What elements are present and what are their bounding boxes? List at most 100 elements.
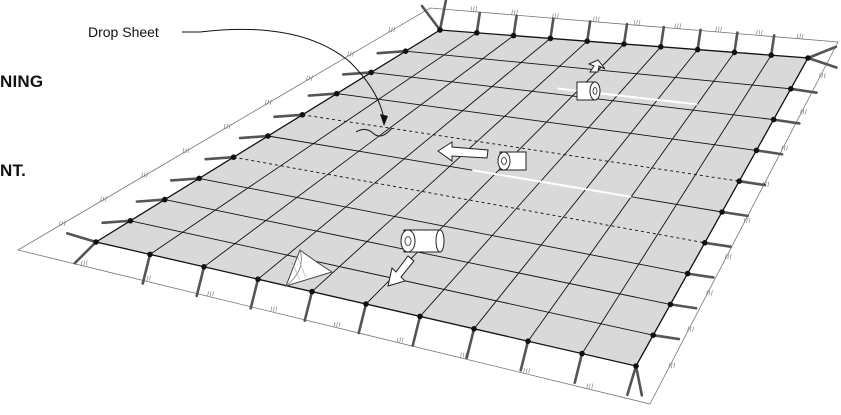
- grid-line: [257, 38, 551, 280]
- grass-tick: [805, 109, 807, 115]
- grass-tick: [589, 383, 591, 389]
- grass-tick: [401, 337, 404, 343]
- arrow-icon: [387, 255, 415, 287]
- grass-tick: [717, 26, 720, 32]
- strap-corner: [73, 240, 98, 265]
- strap-left: [376, 49, 407, 55]
- anchor-dot: [255, 276, 261, 283]
- anchor-dot: [736, 178, 742, 184]
- strap-left: [238, 134, 270, 140]
- anchor-dot: [684, 270, 691, 277]
- grass-tick: [333, 321, 336, 328]
- grass-tick: [102, 196, 105, 202]
- grass-tick: [511, 9, 513, 15]
- strap-corner: [806, 56, 838, 69]
- grass-tick: [677, 23, 679, 29]
- anchor-dot: [334, 90, 340, 97]
- grass-tick: [708, 290, 711, 296]
- grass-tick: [269, 99, 272, 105]
- drop-sheet-leader: [182, 28, 388, 126]
- anchor-dot: [694, 46, 701, 53]
- drop-sheet-label: Drop Sheet: [88, 24, 159, 40]
- grass-tick: [226, 123, 228, 130]
- anchor-dot: [719, 209, 725, 215]
- grass-tick: [61, 220, 63, 226]
- anchor-dot: [788, 86, 794, 92]
- grass-tick: [715, 26, 717, 32]
- strap-left: [307, 92, 339, 97]
- grass-tick: [396, 337, 399, 343]
- grass-tick: [802, 109, 805, 115]
- strap-top: [585, 20, 592, 43]
- strap-top: [696, 28, 702, 51]
- anchor-dot: [633, 363, 639, 369]
- anchor-dot: [196, 175, 202, 182]
- strap-corner: [438, 0, 448, 32]
- grid-line: [581, 54, 772, 354]
- strap-bottom: [195, 265, 206, 298]
- grass-tick: [207, 291, 209, 297]
- roll-icon: [400, 229, 445, 253]
- roll-icon: [497, 151, 527, 171]
- strap-right: [651, 333, 681, 341]
- grass-tick: [275, 306, 278, 312]
- grass-tick: [85, 260, 88, 266]
- side-text-2: NT.: [0, 161, 27, 180]
- grass-tick: [513, 9, 516, 15]
- grass-tick: [756, 30, 758, 36]
- grass-tick: [821, 73, 823, 79]
- grass-tick: [761, 30, 763, 36]
- ground-edge: [16, 7, 839, 405]
- grass-tick: [347, 51, 349, 57]
- grass-tick: [470, 6, 473, 12]
- grass-tick: [212, 291, 214, 297]
- drop-sheet-mark: [355, 127, 393, 137]
- peel-corner-icon: [285, 249, 334, 287]
- anchor-dot: [650, 332, 656, 339]
- side-text-1: NING: [0, 72, 44, 91]
- anchor-dot: [621, 41, 627, 47]
- grass-tick: [209, 291, 212, 297]
- anchor-dot: [805, 55, 811, 61]
- grass-tick: [146, 275, 149, 281]
- strap-bottom: [357, 302, 368, 335]
- anchor-dot: [702, 240, 708, 246]
- grass-tick: [264, 99, 267, 105]
- anchor-dot: [309, 288, 315, 295]
- grass-tick: [388, 27, 391, 33]
- arrow-icon: [587, 59, 606, 73]
- anchor-dot: [471, 326, 477, 332]
- grass-tick: [399, 337, 401, 343]
- strap-bottom: [465, 327, 476, 360]
- anchor-dot: [147, 251, 153, 258]
- anchor-dot: [417, 313, 423, 320]
- anchor-dot: [299, 112, 306, 118]
- anchor-dot: [162, 196, 168, 203]
- strap-right: [737, 179, 767, 187]
- grass-tick: [783, 145, 786, 151]
- grass-tick: [523, 368, 525, 374]
- strap-bottom: [141, 253, 152, 285]
- grid-line: [149, 32, 478, 255]
- grid-line: [302, 114, 740, 182]
- grass-tick: [525, 368, 528, 374]
- strap-bottom: [411, 315, 422, 347]
- strap-left: [169, 177, 201, 182]
- grass-tick: [727, 254, 729, 260]
- grass-tick: [781, 145, 783, 151]
- grass-tick: [352, 51, 354, 57]
- grass-tick: [668, 362, 671, 368]
- anchor-dot: [474, 30, 480, 36]
- grass-tick: [692, 326, 694, 332]
- anchor-dot: [584, 38, 590, 44]
- anchor-dot: [93, 239, 99, 245]
- strap-right: [703, 241, 732, 248]
- strap-bottom: [573, 352, 584, 385]
- grass-tick: [306, 75, 308, 81]
- grass-tick: [758, 30, 761, 36]
- grass-tick: [465, 352, 467, 358]
- anchor-dot: [753, 147, 760, 154]
- strap-left: [273, 113, 304, 119]
- anchor-dot: [127, 218, 134, 224]
- grass-tick: [473, 6, 475, 12]
